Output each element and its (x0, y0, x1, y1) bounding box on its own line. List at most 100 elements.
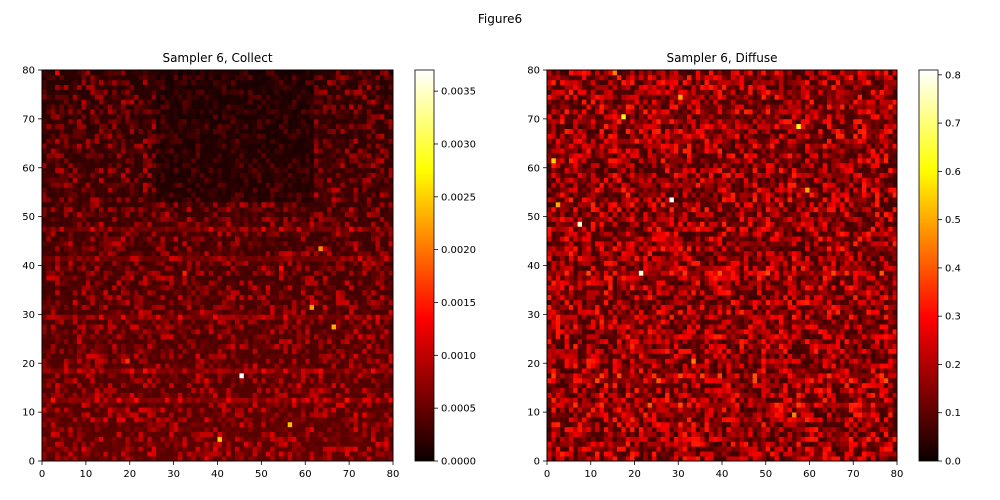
heatmap-cell (261, 231, 266, 236)
heatmap-cell (90, 187, 95, 192)
heatmap-cell (187, 437, 192, 442)
heatmap-cell (196, 261, 201, 266)
heatmap-cell (336, 402, 341, 407)
heatmap-cell (108, 397, 113, 402)
heatmap-cell (266, 241, 271, 246)
heatmap-cell (95, 270, 100, 275)
heatmap-cell (279, 324, 284, 329)
heatmap-cell (257, 314, 262, 319)
heatmap-cell (143, 202, 148, 207)
heatmap-cell (152, 246, 157, 251)
heatmap-cell (182, 207, 187, 212)
heatmap-cell (147, 290, 152, 295)
heatmap-cell (204, 231, 209, 236)
heatmap-cell (301, 432, 306, 437)
heatmap-cell (310, 207, 315, 212)
heatmap-cell (209, 432, 214, 437)
heatmap-cell (248, 358, 253, 363)
heatmap-cell (292, 441, 297, 446)
heatmap-cell (336, 212, 341, 217)
heatmap-cell (301, 256, 306, 261)
heatmap-cell (222, 363, 227, 368)
heatmap-cell (174, 388, 179, 393)
heatmap-cell (371, 226, 376, 231)
heatmap-cell (226, 309, 231, 314)
heatmap-cell (327, 412, 332, 417)
heatmap-cell (261, 285, 266, 290)
heatmap-cell (288, 314, 293, 319)
heatmap-cell (318, 427, 323, 432)
heatmap-cell (239, 358, 244, 363)
heatmap-cell (257, 300, 262, 305)
heatmap-cell (204, 334, 209, 339)
heatmap-cell (367, 373, 372, 378)
heatmap-cell (178, 182, 183, 187)
heatmap-cell (275, 383, 280, 388)
heatmap-cell (121, 256, 126, 261)
heatmap-cell (323, 344, 328, 349)
heatmap-cell (187, 353, 192, 358)
heatmap-cell (209, 407, 214, 412)
heatmap-cell (292, 187, 297, 192)
heatmap-cell (270, 207, 275, 212)
heatmap-cell (283, 212, 288, 217)
heatmap-cell (51, 236, 56, 241)
heatmap-cell (160, 378, 165, 383)
heatmap-cell (235, 256, 240, 261)
heatmap-cell (152, 417, 157, 422)
heatmap-cell (77, 378, 82, 383)
heatmap-cell (349, 202, 354, 207)
heatmap-cell (64, 222, 69, 227)
heatmap-cell (191, 363, 196, 368)
heatmap-cell (200, 212, 205, 217)
heatmap-cell (275, 207, 280, 212)
heatmap-cell (152, 422, 157, 427)
heatmap-cell (275, 344, 280, 349)
heatmap-cell (86, 270, 91, 275)
heatmap-cell (121, 207, 126, 212)
heatmap-cell (244, 432, 249, 437)
heatmap-cell (99, 397, 104, 402)
heatmap-cell (279, 407, 284, 412)
heatmap-cell (42, 417, 47, 422)
heatmap-cell (178, 324, 183, 329)
heatmap-cell (143, 402, 148, 407)
heatmap-cell (152, 212, 157, 217)
heatmap-cell (323, 314, 328, 319)
heatmap-cell (60, 397, 65, 402)
heatmap-cell (266, 300, 271, 305)
heatmap-cell (139, 344, 144, 349)
heatmap-cell (375, 285, 380, 290)
heatmap-cell (147, 212, 152, 217)
heatmap-cell (261, 217, 266, 222)
heatmap-cell (384, 339, 389, 344)
heatmap-cell (81, 378, 86, 383)
heatmap-cell (275, 192, 280, 197)
heatmap-cell (130, 397, 135, 402)
heatmap-cell (257, 393, 262, 398)
heatmap-cell (270, 300, 275, 305)
heatmap-cell (64, 192, 69, 197)
heatmap-cell (283, 441, 288, 446)
heatmap-cell (156, 397, 161, 402)
heatmap-cell (384, 368, 389, 373)
heatmap-cell (244, 222, 249, 227)
heatmap-cell (213, 158, 218, 163)
heatmap-cell (108, 349, 113, 354)
heatmap-cell (204, 226, 209, 231)
heatmap-cell (367, 353, 372, 358)
heatmap-cell (99, 192, 104, 197)
heatmap-cell (112, 207, 117, 212)
heatmap-cell (200, 334, 205, 339)
heatmap-cell (332, 261, 337, 266)
heatmap-cell (134, 178, 139, 183)
heatmap-cell (77, 358, 82, 363)
heatmap-cell (196, 393, 201, 398)
heatmap-cell (336, 197, 341, 202)
heatmap-cell (165, 246, 170, 251)
heatmap-cell (345, 407, 350, 412)
heatmap-cell (143, 217, 148, 222)
heatmap-cell (323, 285, 328, 290)
heatmap-cell (358, 251, 363, 256)
heatmap-cell (64, 383, 69, 388)
